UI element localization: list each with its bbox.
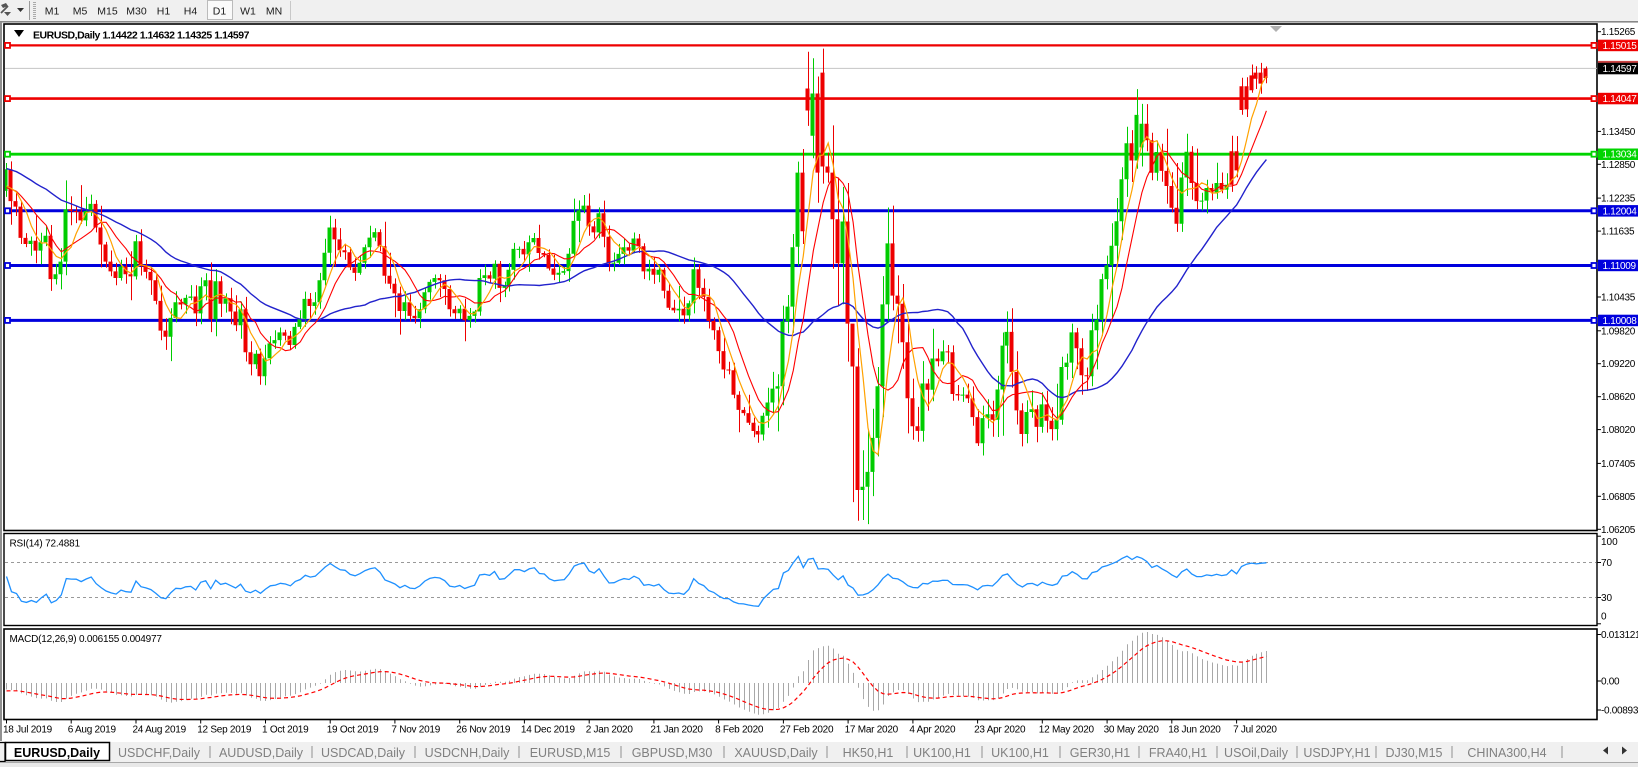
svg-text:27 Feb 2020: 27 Feb 2020: [780, 725, 834, 736]
svg-text:1.08020: 1.08020: [1601, 425, 1636, 436]
svg-text:0: 0: [1601, 612, 1607, 623]
svg-text:30 May 2020: 30 May 2020: [1104, 725, 1160, 736]
svg-text:19 Oct 2019: 19 Oct 2019: [327, 725, 379, 736]
svg-text:1.10008: 1.10008: [1603, 316, 1638, 327]
svg-text:1.11009: 1.11009: [1603, 261, 1637, 272]
svg-text:1.07405: 1.07405: [1601, 459, 1636, 470]
svg-text:1.11635: 1.11635: [1601, 227, 1635, 238]
svg-text:100: 100: [1601, 537, 1618, 548]
svg-text:6 Aug 2019: 6 Aug 2019: [68, 725, 117, 736]
svg-text:H4: H4: [184, 6, 198, 18]
svg-text:AUDUSD,Daily: AUDUSD,Daily: [219, 746, 304, 760]
svg-text:USDCAD,Daily: USDCAD,Daily: [321, 746, 406, 760]
svg-text:USDJPY,H1: USDJPY,H1: [1303, 746, 1370, 760]
svg-text:USDCHF,Daily: USDCHF,Daily: [118, 746, 201, 760]
svg-text:MN: MN: [266, 6, 282, 18]
svg-text:MACD(12,26,9) 0.006155 0.00497: MACD(12,26,9) 0.006155 0.004977: [10, 634, 163, 645]
svg-text:0.013121: 0.013121: [1601, 630, 1638, 641]
svg-text:7 Nov 2019: 7 Nov 2019: [391, 725, 440, 736]
svg-text:EURUSD,M15: EURUSD,M15: [530, 746, 611, 760]
svg-text:12 Sep 2019: 12 Sep 2019: [197, 725, 252, 736]
svg-text:HK50,H1: HK50,H1: [843, 746, 894, 760]
svg-text:1.09220: 1.09220: [1601, 359, 1636, 370]
svg-text:1.06205: 1.06205: [1601, 525, 1636, 536]
svg-text:M1: M1: [45, 6, 60, 18]
svg-text:1.12850: 1.12850: [1601, 160, 1636, 171]
svg-text:26 Nov 2019: 26 Nov 2019: [456, 725, 511, 736]
svg-text:EURUSD,Daily: EURUSD,Daily: [14, 746, 100, 760]
svg-text:USOil,Daily: USOil,Daily: [1224, 746, 1289, 760]
svg-text:1.10435: 1.10435: [1601, 293, 1636, 304]
svg-text:FRA40,H1: FRA40,H1: [1149, 746, 1207, 760]
svg-text:GBPUSD,M30: GBPUSD,M30: [632, 746, 713, 760]
svg-text:M15: M15: [97, 6, 118, 18]
svg-text:1.14597: 1.14597: [1603, 64, 1638, 75]
svg-text:M30: M30: [126, 6, 147, 18]
svg-text:1.12004: 1.12004: [1603, 206, 1638, 217]
svg-text:1.12235: 1.12235: [1601, 194, 1636, 205]
svg-text:GER30,H1: GER30,H1: [1070, 746, 1130, 760]
svg-text:CHINA300,H4: CHINA300,H4: [1467, 746, 1546, 760]
svg-text:EURUSD,Daily 1.14422 1.14632: EURUSD,Daily 1.14422 1.14632 1.14325 1.1…: [33, 30, 250, 42]
svg-text:70: 70: [1601, 558, 1613, 569]
svg-text:18 Jul 2019: 18 Jul 2019: [3, 725, 53, 736]
svg-text:1.14047: 1.14047: [1603, 94, 1638, 105]
svg-text:-0.00893: -0.00893: [1601, 706, 1638, 717]
svg-text:23 Apr 2020: 23 Apr 2020: [974, 725, 1026, 736]
svg-text:H1: H1: [157, 6, 171, 18]
svg-text:4 Apr 2020: 4 Apr 2020: [909, 725, 956, 736]
svg-text:1.09820: 1.09820: [1601, 326, 1636, 337]
svg-text:1.06805: 1.06805: [1601, 492, 1636, 503]
svg-text:DJ30,M15: DJ30,M15: [1386, 746, 1443, 760]
svg-text:1 Oct 2019: 1 Oct 2019: [262, 725, 309, 736]
svg-text:8 Feb 2020: 8 Feb 2020: [715, 725, 764, 736]
svg-text:USDCNH,Daily: USDCNH,Daily: [425, 746, 510, 760]
svg-text:7 Jul 2020: 7 Jul 2020: [1233, 725, 1277, 736]
svg-text:0.00: 0.00: [1601, 677, 1620, 688]
svg-text:17 Mar 2020: 17 Mar 2020: [845, 725, 899, 736]
svg-text:1.08620: 1.08620: [1601, 392, 1636, 403]
svg-text:RSI(14) 72.4881: RSI(14) 72.4881: [10, 539, 81, 550]
svg-text:XAUUSD,Daily: XAUUSD,Daily: [734, 746, 818, 760]
svg-text:1.13450: 1.13450: [1601, 127, 1636, 138]
svg-text:2 Jan 2020: 2 Jan 2020: [586, 725, 634, 736]
svg-text:1.13034: 1.13034: [1603, 150, 1638, 161]
svg-text:UK100,H1: UK100,H1: [913, 746, 971, 760]
svg-text:30: 30: [1601, 593, 1613, 604]
svg-text:18 Jun 2020: 18 Jun 2020: [1168, 725, 1221, 736]
svg-text:1.15015: 1.15015: [1603, 41, 1638, 52]
svg-text:D1: D1: [213, 6, 227, 18]
svg-text:24 Aug 2019: 24 Aug 2019: [133, 725, 187, 736]
svg-text:UK100,H1: UK100,H1: [991, 746, 1049, 760]
svg-text:M5: M5: [73, 6, 88, 18]
svg-text:12 May 2020: 12 May 2020: [1039, 725, 1095, 736]
svg-text:1.15265: 1.15265: [1601, 27, 1636, 38]
svg-text:14 Dec 2019: 14 Dec 2019: [521, 725, 576, 736]
svg-text:W1: W1: [240, 6, 256, 18]
svg-text:21 Jan 2020: 21 Jan 2020: [650, 725, 703, 736]
